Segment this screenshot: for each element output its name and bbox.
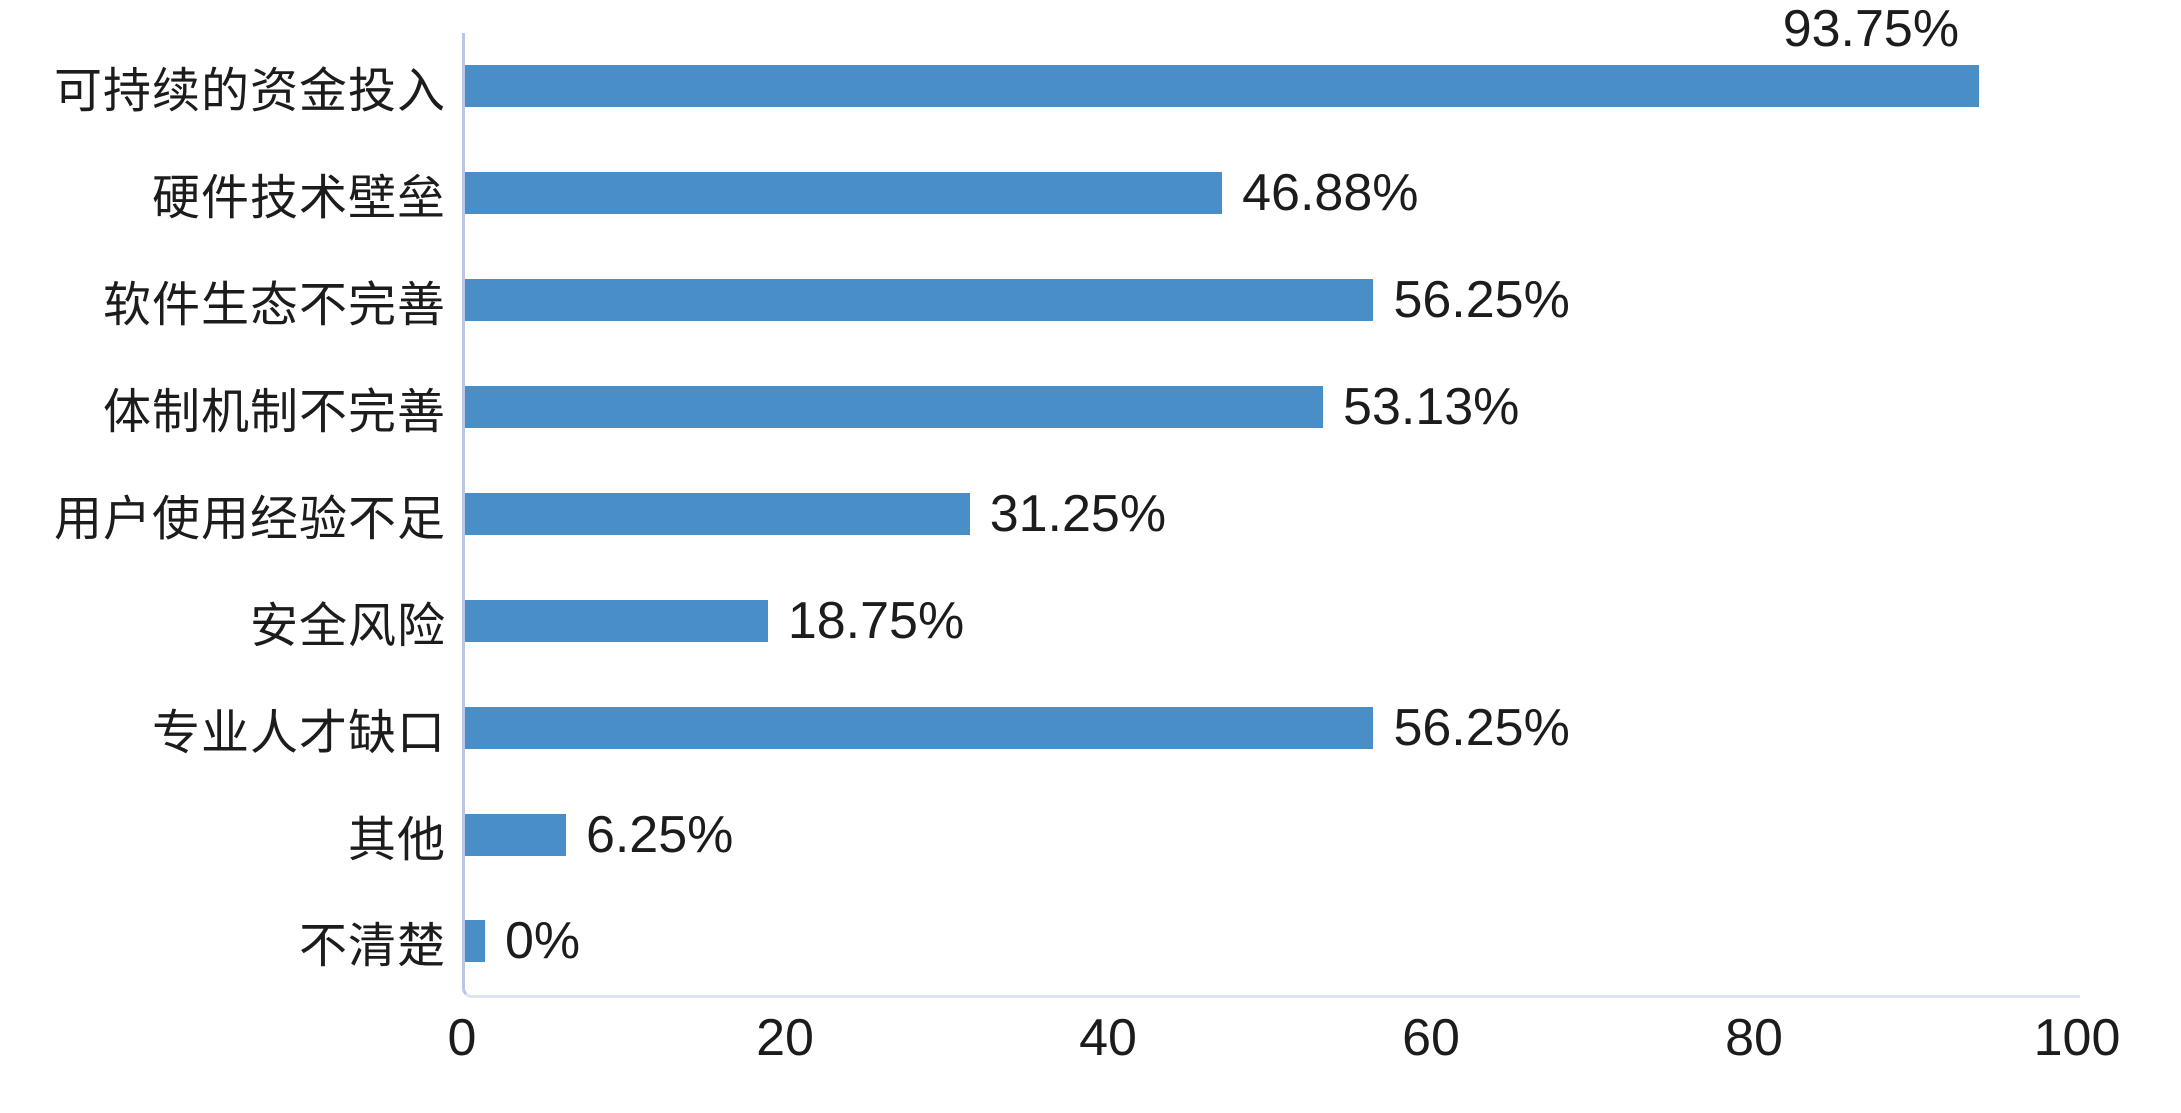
- value-label: 31.25%: [989, 484, 1167, 543]
- bar-row: 93.75%: [465, 0, 2080, 140]
- value-label: 56.25%: [1393, 271, 1570, 330]
- y-axis-category-labels: 可持续的资金投入 硬件技术壁垒 软件生态不完善 体制机制不完善 用户使用经验不足…: [0, 33, 446, 995]
- bar: [465, 492, 970, 535]
- bar: [465, 706, 1374, 749]
- value-label: 53.13%: [1343, 378, 1520, 437]
- x-axis-tick-labels: 0 20 40 60 80 100: [448, 1008, 2121, 1088]
- category-label: 用户使用经验不足: [53, 492, 446, 546]
- x-tick-label: 80: [1725, 1009, 1783, 1067]
- value-label: 46.88%: [1242, 164, 1419, 223]
- bar: [465, 920, 485, 963]
- bar-row: 6.25%: [465, 781, 2080, 888]
- category-label: 不清楚: [298, 920, 446, 974]
- category-label: 专业人才缺口: [151, 706, 446, 760]
- bar: [465, 386, 1324, 429]
- category-label: 安全风险: [249, 599, 446, 653]
- category-label: 硬件技术壁垒: [151, 172, 446, 226]
- bar-row: 56.25%: [465, 247, 2080, 354]
- bar-row: 31.25%: [465, 461, 2080, 568]
- category-label: 软件生态不完善: [102, 279, 446, 333]
- bar-row: 18.75%: [465, 567, 2080, 674]
- bar: [465, 599, 768, 642]
- value-label: 6.25%: [585, 805, 734, 864]
- value-label: 0%: [505, 912, 581, 971]
- bar: [465, 172, 1223, 215]
- x-tick-label: 40: [1079, 1009, 1137, 1067]
- plot-area: 93.75% 46.88% 56.25% 53.13% 31.25% 18.75…: [462, 0, 2080, 998]
- value-label: 93.75%: [1782, 0, 1960, 59]
- x-tick-label: 0: [447, 1009, 477, 1067]
- x-tick-label: 100: [2033, 1009, 2121, 1067]
- x-tick-label: 60: [1402, 1009, 1460, 1067]
- bar-row: 56.25%: [465, 674, 2080, 781]
- bar: [465, 279, 1374, 322]
- x-tick-label: 20: [756, 1009, 814, 1067]
- value-label: 18.75%: [787, 591, 965, 650]
- category-label: 其他: [347, 813, 446, 867]
- bar: 93.75%: [465, 0, 1980, 108]
- category-label: 体制机制不完善: [102, 386, 446, 440]
- bar-row: 0%: [465, 888, 2080, 995]
- bar-row: 53.13%: [465, 354, 2080, 461]
- category-label: 可持续的资金投入: [53, 65, 446, 119]
- value-label: 56.25%: [1393, 698, 1570, 757]
- bar-row: 46.88%: [465, 140, 2080, 247]
- bar: [465, 813, 566, 856]
